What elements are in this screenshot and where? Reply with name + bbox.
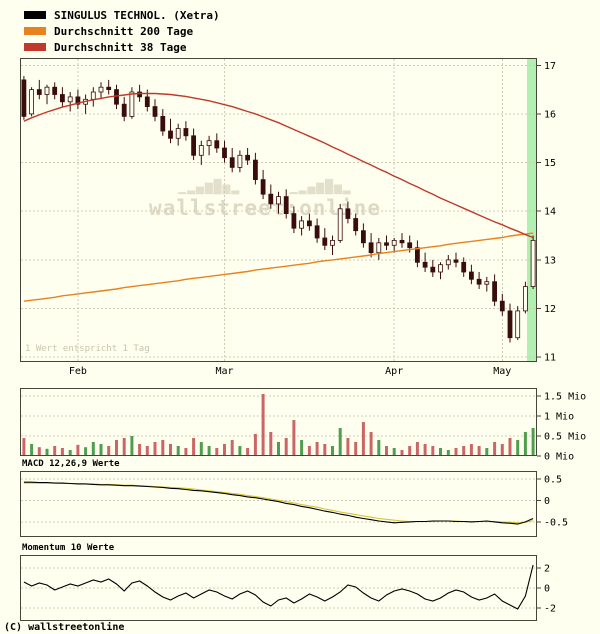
svg-text:1 Mio: 1 Mio — [544, 412, 574, 423]
price-series-label: SINGULUS TECHNOL. (Xetra) — [54, 8, 220, 22]
x-axis-label-apr: Apr — [385, 366, 404, 377]
chart-footnote: 1 Wert entspricht 1 Tag — [25, 344, 150, 354]
svg-text:-2: -2 — [544, 604, 556, 615]
x-axis-label-may: May — [493, 366, 512, 377]
x-axis-label-feb: Feb — [68, 366, 87, 377]
legend-item-ma38: Durchschnitt 38 Tage — [24, 39, 220, 55]
svg-text:0 Mio: 0 Mio — [544, 452, 574, 463]
legend-item-price: SINGULUS TECHNOL. (Xetra) — [24, 7, 220, 23]
svg-text:11: 11 — [544, 353, 556, 364]
svg-text:-0.5: -0.5 — [544, 517, 568, 528]
macd-panel-title: MACD 12,26,9 Werte — [22, 459, 120, 469]
momentum-panel-title: Momentum 10 Werte — [22, 543, 115, 553]
legend: SINGULUS TECHNOL. (Xetra) Durchschnitt 2… — [24, 7, 220, 55]
svg-text:16: 16 — [544, 109, 556, 120]
svg-text:0.5: 0.5 — [544, 474, 562, 485]
ma38-series-label: Durchschnitt 38 Tage — [54, 40, 187, 54]
copyright-text: (C) wallstreetonline — [4, 622, 125, 633]
svg-text:17: 17 — [544, 61, 556, 72]
svg-text:0.5 Mio: 0.5 Mio — [544, 432, 586, 443]
svg-text:15: 15 — [544, 158, 556, 169]
svg-text:0: 0 — [544, 584, 550, 595]
svg-text:1.5 Mio: 1.5 Mio — [544, 392, 586, 403]
ma38-series-swatch — [24, 43, 46, 51]
momentum-line-chart: 2 0 -2 — [20, 555, 556, 621]
svg-text:14: 14 — [544, 207, 556, 218]
ma200-series-label: Durchschnitt 200 Tage — [54, 24, 194, 38]
price-series-swatch — [24, 11, 46, 19]
svg-text:12: 12 — [544, 304, 556, 315]
x-axis-label-mar: Mar — [215, 366, 234, 377]
x-axis-month-labels: Feb Mar Apr May — [0, 366, 600, 382]
main-price-candlestick-chart: 17 16 15 14 13 12 11 — [20, 58, 556, 364]
volume-bar-chart: 1.5 Mio 1 Mio 0.5 Mio 0 Mio — [20, 388, 586, 463]
svg-text:13: 13 — [544, 255, 556, 266]
ma200-series-swatch — [24, 27, 46, 35]
legend-item-ma200: Durchschnitt 200 Tage — [24, 23, 220, 39]
svg-text:2: 2 — [544, 564, 550, 575]
macd-line-chart: 0.5 0 -0.5 — [20, 471, 568, 537]
svg-text:0: 0 — [544, 496, 550, 507]
